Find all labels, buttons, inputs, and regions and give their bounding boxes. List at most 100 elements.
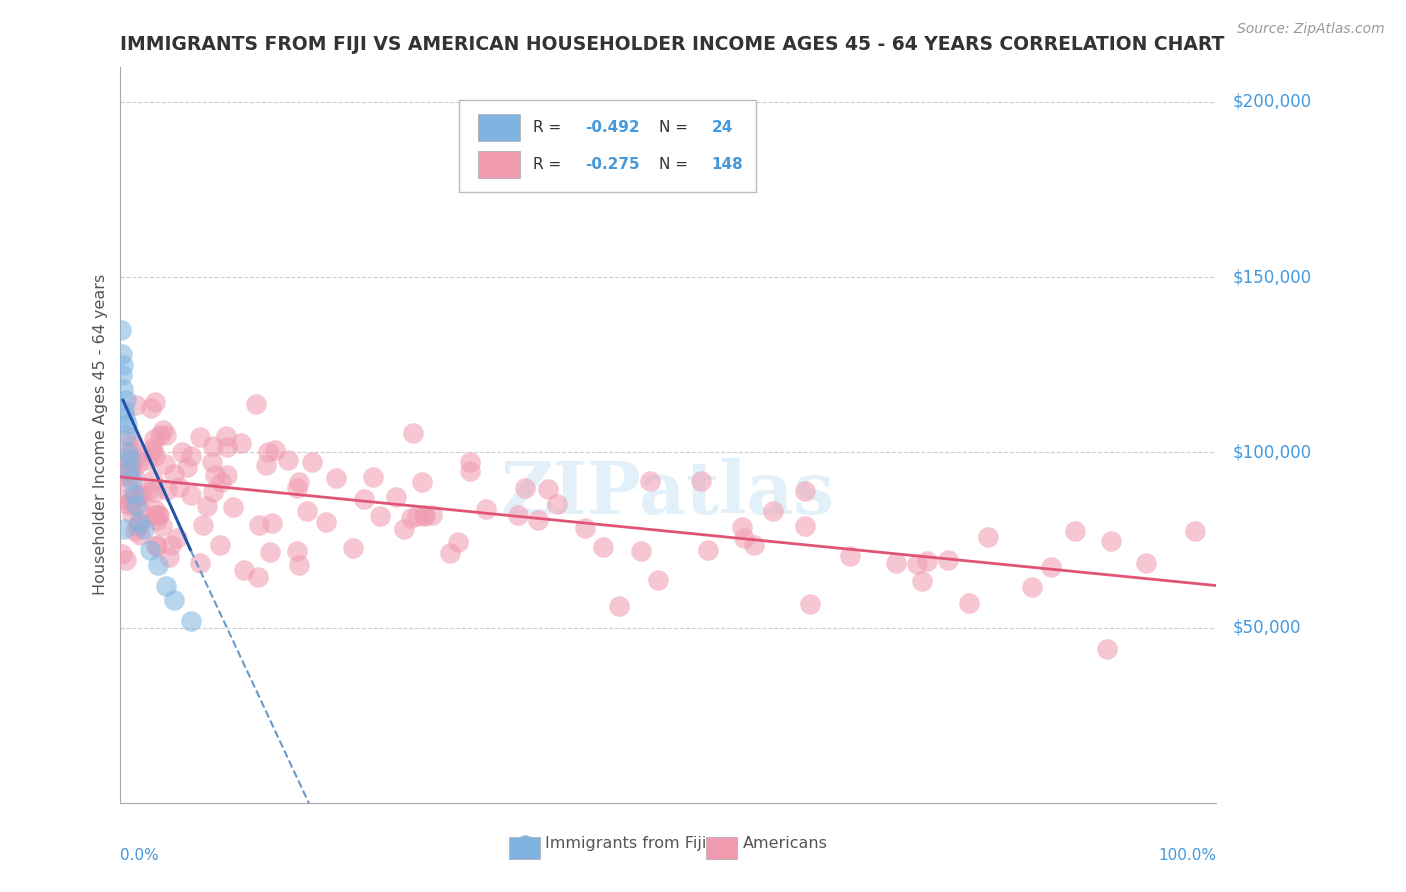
Americans — [156, 483, 179, 497]
Americans — [288, 475, 311, 489]
Americans — [188, 430, 211, 444]
Immigrants from Fiji — [132, 523, 155, 537]
Americans — [145, 513, 167, 527]
Immigrants from Fiji — [114, 427, 136, 442]
Americans — [513, 481, 536, 495]
Immigrants from Fiji — [112, 358, 135, 372]
Americans — [148, 508, 170, 522]
Americans — [136, 452, 159, 467]
Americans — [839, 549, 862, 564]
Americans — [915, 554, 938, 568]
Americans — [120, 492, 142, 507]
Immigrants from Fiji — [117, 445, 139, 459]
Text: -0.275: -0.275 — [586, 157, 640, 172]
Americans — [111, 547, 134, 561]
Immigrants from Fiji — [111, 382, 134, 396]
Immigrants from Fiji — [146, 558, 169, 572]
Americans — [217, 467, 239, 482]
Immigrants from Fiji — [155, 578, 177, 592]
Americans — [120, 462, 142, 476]
Americans — [202, 439, 225, 453]
Text: 24: 24 — [711, 120, 733, 135]
Americans — [125, 518, 148, 533]
Americans — [742, 538, 765, 552]
Immigrants from Fiji — [163, 592, 186, 607]
Text: N =: N = — [659, 120, 693, 135]
Americans — [884, 557, 907, 571]
Americans — [209, 475, 232, 489]
Americans — [112, 469, 135, 483]
Americans — [420, 508, 443, 522]
Americans — [145, 539, 167, 553]
FancyBboxPatch shape — [478, 114, 520, 141]
Americans — [127, 457, 149, 471]
Americans — [188, 556, 211, 570]
Americans — [149, 428, 172, 442]
Americans — [150, 519, 173, 533]
Americans — [733, 531, 755, 545]
Americans — [264, 442, 287, 457]
Immigrants from Fiji — [114, 410, 136, 425]
Immigrants from Fiji — [111, 347, 134, 361]
Point — [112, 796, 135, 810]
Americans — [526, 513, 548, 527]
Americans — [129, 517, 152, 532]
Americans — [141, 443, 163, 458]
Americans — [176, 460, 198, 475]
Americans — [121, 438, 143, 452]
Americans — [1097, 642, 1119, 657]
Americans — [1135, 556, 1157, 570]
FancyBboxPatch shape — [706, 838, 737, 860]
Americans — [630, 543, 652, 558]
Americans — [169, 480, 191, 494]
Americans — [195, 499, 218, 513]
Americans — [118, 430, 141, 444]
Y-axis label: Householder Income Ages 45 - 64 years: Householder Income Ages 45 - 64 years — [93, 274, 108, 596]
Americans — [689, 474, 711, 488]
Americans — [295, 504, 318, 518]
Americans — [696, 542, 718, 557]
Immigrants from Fiji — [112, 523, 135, 537]
Text: N =: N = — [659, 157, 693, 172]
Americans — [936, 553, 959, 567]
Americans — [232, 563, 254, 577]
Americans — [325, 471, 347, 485]
Americans — [402, 425, 425, 440]
Immigrants from Fiji — [128, 516, 150, 530]
Americans — [361, 470, 384, 484]
Americans — [142, 432, 165, 446]
Americans — [353, 492, 375, 507]
Americans — [260, 516, 283, 531]
Text: 0.0%: 0.0% — [120, 848, 159, 863]
Americans — [143, 508, 166, 522]
Text: R =: R = — [533, 120, 567, 135]
Americans — [259, 545, 281, 559]
FancyBboxPatch shape — [460, 100, 755, 192]
Americans — [143, 502, 166, 516]
Americans — [111, 458, 134, 473]
Immigrants from Fiji — [115, 417, 138, 432]
Americans — [129, 528, 152, 542]
Americans — [146, 538, 169, 552]
Americans — [139, 401, 162, 415]
Americans — [115, 552, 138, 566]
Americans — [153, 457, 176, 471]
Text: $200,000: $200,000 — [1233, 93, 1312, 111]
Americans — [1064, 524, 1087, 538]
Americans — [121, 507, 143, 521]
Americans — [977, 530, 1000, 544]
Immigrants from Fiji — [118, 463, 141, 477]
Americans — [287, 544, 309, 558]
Americans — [142, 485, 165, 500]
Americans — [1021, 580, 1043, 594]
Americans — [129, 488, 152, 502]
Americans — [647, 573, 669, 587]
Americans — [392, 522, 415, 536]
Americans — [245, 396, 267, 410]
Americans — [209, 537, 232, 551]
Americans — [257, 445, 280, 459]
Text: 100.0%: 100.0% — [1159, 848, 1216, 863]
Americans — [288, 558, 311, 573]
Americans — [285, 481, 308, 495]
Americans — [124, 524, 146, 538]
